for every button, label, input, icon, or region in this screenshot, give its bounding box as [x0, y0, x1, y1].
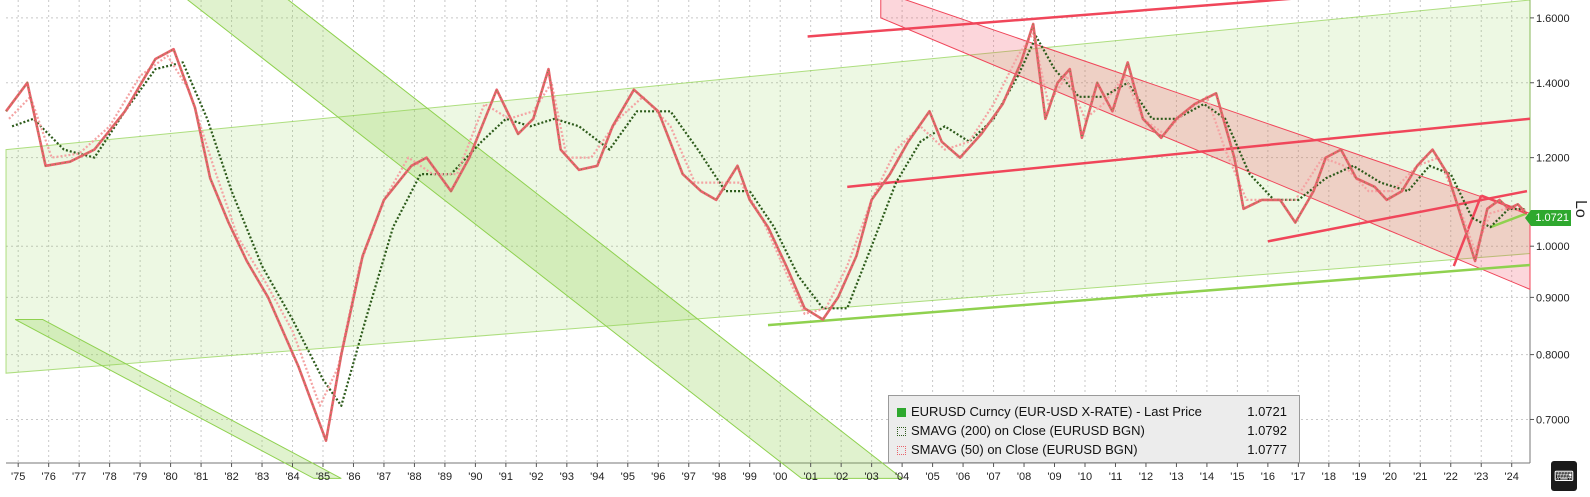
grid	[6, 0, 1531, 464]
y-tick-label: 0.8000	[1536, 350, 1570, 362]
series-last-price	[4, 22, 1527, 442]
x-tick-label: '13	[1169, 471, 1183, 483]
red-trend-line	[807, 0, 1292, 38]
x-tick-label: '79	[133, 471, 147, 483]
x-tick-label: '85	[316, 471, 330, 483]
x-tick-label: '84	[285, 471, 299, 483]
x-tick-label: '94	[590, 471, 604, 483]
y-axis-ticks: 0.7000 0.8000 0.9000 1.0000 1.2000 1.4000 1.60…	[1530, 13, 1570, 426]
legend-label-sma50: SMAVG (50) on Close (EURUSD BGN)	[911, 442, 1138, 457]
red-trend-line	[847, 117, 1531, 189]
x-tick-label: '07	[986, 471, 1000, 483]
red-trend-line	[1452, 195, 1483, 267]
x-tick-label: '90	[468, 471, 482, 483]
x-tick-label: '76	[42, 471, 56, 483]
x-tick-label: '98	[712, 471, 726, 483]
x-tick-label: '00	[773, 471, 787, 483]
x-tick-label: '93	[560, 471, 574, 483]
x-tick-label: '06	[956, 471, 970, 483]
x-tick-label: '92	[529, 471, 543, 483]
last-price-badge: 1.0721	[1525, 210, 1571, 226]
legend-row-sma50: SMAVG (50) on Close (EURUSD BGN) 1.0777	[897, 440, 1291, 459]
legend-value-sma50: 1.0777	[1247, 442, 1287, 457]
series-sma200	[11, 35, 1526, 407]
x-tick-label: '99	[743, 471, 757, 483]
green-trend-line	[767, 263, 1531, 327]
x-tick-label: '75	[11, 471, 25, 483]
legend: EURUSD Curncy (EUR-USD X-RATE) - Last Pr…	[888, 395, 1300, 463]
terminal-icon[interactable]: ⌨	[1551, 461, 1577, 491]
price-series	[4, 22, 1527, 443]
x-tick-label: '19	[1352, 471, 1366, 483]
y-tick-label: 1.2000	[1536, 153, 1570, 165]
x-tick-label: '96	[651, 471, 665, 483]
x-tick-label: '87	[377, 471, 391, 483]
x-tick-label: '81	[194, 471, 208, 483]
green-channel-band	[187, 0, 904, 479]
x-tick-label: '17	[1291, 471, 1305, 483]
legend-row-price: EURUSD Curncy (EUR-USD X-RATE) - Last Pr…	[897, 402, 1291, 421]
channel-bands	[5, 0, 1531, 479]
green-channel-band	[14, 318, 342, 479]
y-tick-label: 0.7000	[1536, 414, 1570, 426]
x-tick-label: '05	[925, 471, 939, 483]
x-axis-ticks: '75 '76 '77 '78 '79 '80 '81 '82 '83 '84 '85 '86 '87 '…	[11, 463, 1519, 483]
x-tick-label: '08	[1017, 471, 1031, 483]
plot-background	[6, 0, 1530, 463]
x-tick-label: '02	[834, 471, 848, 483]
legend-row-sma200: SMAVG (200) on Close (EURUSD BGN) 1.0792	[897, 421, 1291, 440]
x-tick-label: '24	[1505, 471, 1519, 483]
series-sma50	[8, 32, 1526, 407]
axis-side-text: Lo	[1572, 200, 1589, 218]
x-tick-label: '86	[346, 471, 360, 483]
x-tick-label: '95	[621, 471, 635, 483]
x-tick-label: '10	[1078, 471, 1092, 483]
x-tick-label: '12	[1139, 471, 1153, 483]
legend-swatch-price	[897, 408, 906, 417]
x-tick-label: '01	[804, 471, 818, 483]
y-tick-label: 1.6000	[1536, 13, 1570, 25]
green-trend-line	[1489, 212, 1528, 229]
x-tick-label: '77	[72, 471, 86, 483]
legend-value-sma200: 1.0792	[1247, 423, 1287, 438]
legend-value-price: 1.0721	[1247, 404, 1287, 419]
x-tick-label: '14	[1200, 471, 1214, 483]
x-tick-label: '97	[682, 471, 696, 483]
x-tick-label: '23	[1474, 471, 1488, 483]
x-tick-label: '91	[499, 471, 513, 483]
x-tick-label: '04	[895, 471, 909, 483]
x-tick-label: '11	[1109, 471, 1123, 483]
trend-lines	[767, 0, 1531, 327]
x-tick-label: '21	[1413, 471, 1427, 483]
legend-swatch-sma50	[897, 446, 906, 455]
legend-swatch-sma200	[897, 427, 906, 436]
legend-label-sma200: SMAVG (200) on Close (EURUSD BGN)	[911, 423, 1145, 438]
x-tick-label: '22	[1444, 471, 1458, 483]
x-tick-label: '09	[1047, 471, 1061, 483]
x-tick-label: '18	[1322, 471, 1336, 483]
y-tick-label: 1.4000	[1536, 78, 1570, 90]
x-tick-label: '82	[224, 471, 238, 483]
y-tick-label: 1.0000	[1536, 241, 1570, 253]
y-tick-label: 0.9000	[1536, 292, 1570, 304]
x-tick-label: '80	[163, 471, 177, 483]
red-trend-line	[1267, 189, 1528, 243]
x-tick-label: '78	[102, 471, 116, 483]
x-tick-label: '16	[1261, 471, 1275, 483]
x-tick-label: '03	[864, 471, 878, 483]
x-tick-label: '89	[438, 471, 452, 483]
x-tick-label: '83	[255, 471, 269, 483]
x-tick-label: '20	[1383, 471, 1397, 483]
x-tick-label: '15	[1230, 471, 1244, 483]
legend-label-price: EURUSD Curncy (EUR-USD X-RATE) - Last Pr…	[911, 404, 1202, 419]
x-tick-label: '88	[407, 471, 421, 483]
